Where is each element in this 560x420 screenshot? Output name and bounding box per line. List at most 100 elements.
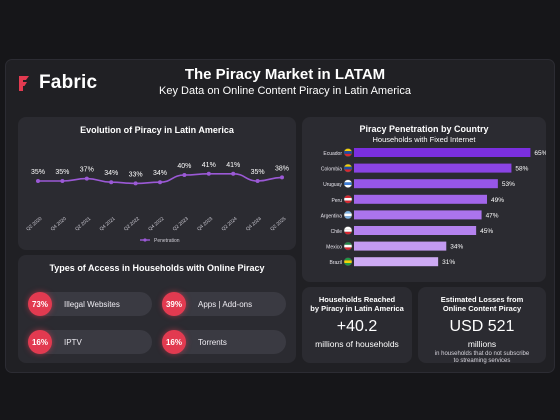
access-item-iptv: 16% IPTV	[28, 330, 152, 354]
flag-stripes	[344, 210, 352, 219]
households-heading: Households Reached by Piracy in Latin Am…	[302, 295, 412, 313]
flag-stripes	[344, 226, 352, 235]
access-item-illegal-websites: 73% Illegal Websites	[28, 292, 152, 316]
country-bar	[354, 241, 447, 251]
line-point	[255, 179, 260, 183]
flag-stripe	[344, 195, 352, 198]
line-value-label: 40%	[177, 163, 191, 170]
country-bar	[354, 210, 482, 220]
flag-stripe	[344, 179, 352, 183]
access-label: Torrents	[198, 337, 227, 347]
country-bar	[354, 226, 477, 235]
flag-stripe	[344, 242, 352, 245]
country-label: Mexico	[326, 245, 342, 251]
households-heading-line1: Households Reached	[318, 295, 396, 304]
line-point	[84, 176, 89, 181]
country-label: Colombia	[321, 167, 342, 173]
households-value: +40.2	[336, 318, 378, 335]
flag-stripe	[344, 260, 352, 264]
flag-stripes	[344, 195, 352, 204]
flag-stripes	[344, 179, 352, 188]
country-label: Chile	[331, 229, 343, 235]
losses-value: USD 521	[449, 318, 515, 335]
households-reached-panel: Households Reached by Piracy in Latin Am…	[302, 287, 412, 363]
line-value-label: 41%	[226, 162, 240, 169]
flag-stripe	[344, 148, 352, 152]
line-point	[36, 179, 40, 183]
flag-colombia-icon	[343, 163, 353, 173]
country-label: Ecuador	[323, 151, 342, 157]
flag-stripe	[344, 200, 352, 204]
country-bar	[354, 194, 487, 204]
x-tick-label: Q2 2023	[172, 216, 190, 233]
flag-stripe	[344, 153, 352, 157]
line-value-label: 34%	[153, 170, 167, 177]
flag-chile-icon	[343, 226, 353, 235]
access-label: Apps | Add-ons	[198, 299, 253, 309]
flag-stripe	[344, 244, 352, 248]
flag-stripes	[344, 148, 352, 157]
flag-ecuador-icon	[343, 148, 353, 157]
flag-stripes	[344, 242, 352, 251]
estimated-losses-panel: Estimated Losses from Online Content Pir…	[418, 287, 546, 364]
access-item-torrents: 16% Torrents	[162, 330, 286, 354]
flag-border	[343, 148, 353, 157]
line-point	[182, 173, 187, 177]
bar-value-label: 65%	[534, 150, 546, 157]
losses-unit: millions	[467, 339, 497, 349]
flag-stripe	[344, 213, 352, 217]
access-label: IPTV	[64, 337, 82, 347]
x-tick-label: Q2 2025	[269, 216, 287, 233]
line-value-label: 37%	[80, 167, 94, 174]
flag-stripe	[344, 182, 352, 186]
flag-stripe	[344, 263, 352, 266]
piracy-evolution-panel: Evolution of Piracy in Latin America 35%…	[18, 117, 296, 250]
brand-logo: Fabric	[14, 72, 97, 94]
flag-stripe	[344, 210, 352, 214]
x-tick-label: Q4 2020	[50, 216, 68, 233]
access-pct-badge: 39%	[162, 292, 186, 316]
access-pct-badge: 73%	[28, 292, 52, 316]
line-point	[158, 180, 162, 185]
line-value-label: 38%	[275, 165, 289, 172]
line-value-label: 41%	[202, 162, 216, 169]
fabric-logo-icon	[19, 76, 29, 91]
losses-heading-line2: Online Content Piracy	[442, 304, 522, 313]
line-point	[231, 171, 236, 176]
flag-border	[343, 195, 353, 204]
flag-stripe	[344, 216, 352, 219]
x-tick-label: Q4 2024	[245, 216, 263, 233]
x-tick-label: Q2 2020	[25, 216, 43, 233]
access-item-apps-addons: 39% Apps | Add-ons	[162, 292, 286, 316]
line-point	[109, 180, 114, 185]
households-unit: millions of households	[315, 339, 399, 349]
losses-heading-line1: Estimated Losses from	[440, 295, 524, 304]
bar-value-label: 45%	[480, 228, 493, 235]
losses-heading: Estimated Losses from Online Content Pir…	[418, 295, 546, 313]
flag-uruguay-icon	[343, 179, 353, 188]
losses-note-line1: in households that do not subscribe	[434, 351, 530, 357]
bar-value-label: 49%	[491, 197, 504, 204]
bar-value-label: 34%	[450, 244, 463, 251]
flag-stripe	[344, 226, 352, 230]
households-heading-line2: by Piracy in Latin America	[310, 304, 404, 313]
page-subtitle: Key Data on Online Content Piracy in Lat…	[159, 85, 411, 97]
flag-border	[343, 163, 353, 173]
piracy-evolution-chart: 35% Q2 2020 35% Q4 2020 37% Q2 2021 34% Q4 2021…	[25, 162, 289, 244]
x-tick-label: Q4 2023	[196, 216, 214, 233]
flag-stripe	[344, 197, 352, 201]
losses-note-line2: to streaming services	[453, 358, 511, 364]
flag-stripe	[344, 231, 352, 235]
line-point	[60, 179, 65, 183]
flag-stripe	[344, 164, 352, 167]
line-value-label: 34%	[104, 170, 118, 177]
bar-chart-subtitle: Households with Fixed Internet	[372, 135, 476, 144]
country-penetration-panel: Piracy Penetration by Country Households…	[302, 117, 546, 282]
line-point	[206, 171, 211, 176]
access-panel-title: Types of Access in Households with Onlin…	[49, 263, 265, 273]
line-point	[280, 175, 284, 180]
bar-value-label: 31%	[442, 259, 455, 266]
bar-value-label: 53%	[502, 181, 515, 188]
access-pct-badge: 16%	[28, 330, 52, 354]
legend-marker-penetration	[143, 238, 147, 242]
